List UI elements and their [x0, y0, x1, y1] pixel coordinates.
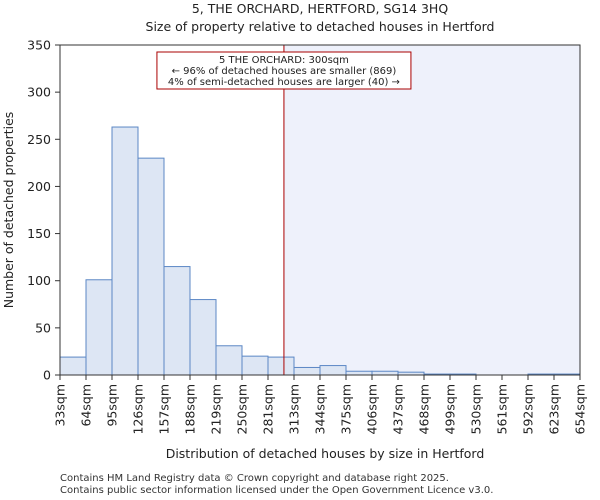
x-tick-label: 126sqm [131, 384, 146, 434]
x-tick-label: 250sqm [235, 384, 250, 434]
y-tick-label: 300 [27, 85, 51, 100]
x-tick-label: 281sqm [261, 384, 276, 434]
y-tick-label: 350 [27, 38, 51, 53]
bar-250sqm [241, 355, 269, 376]
bar-126sqm [137, 157, 165, 376]
y-tick-label: 0 [43, 368, 51, 383]
bar-33sqm [59, 356, 87, 376]
y-tick-label: 50 [35, 320, 51, 335]
y-tick-label: 250 [27, 132, 51, 147]
bar-344sqm [319, 365, 347, 376]
x-tick-label: 33sqm [53, 384, 68, 427]
x-tick-label: 344sqm [313, 384, 328, 434]
x-tick-label: 157sqm [157, 384, 172, 434]
x-tick-label: 561sqm [495, 384, 510, 434]
bar-313sqm [293, 366, 321, 376]
chart-title: 5, THE ORCHARD, HERTFORD, SG14 3HQ [192, 1, 448, 16]
x-tick-label: 313sqm [287, 384, 302, 434]
annotation-border [156, 51, 412, 90]
annotation-line-2: ← 96% of detached houses are smaller (86… [172, 66, 397, 77]
chart-subtitle: Size of property relative to detached ho… [146, 19, 495, 34]
x-tick-label: 188sqm [183, 384, 198, 434]
annotation-line-3: 4% of semi-detached houses are larger (4… [168, 77, 400, 88]
x-axis-label: Distribution of detached houses by size … [166, 446, 485, 461]
bars-group [59, 126, 581, 376]
y-axis-label: Number of detached properties [1, 112, 16, 309]
footer-line-1: Contains HM Land Registry data © Crown c… [60, 473, 449, 484]
bar-406sqm [371, 370, 399, 376]
x-tick-label: 468sqm [417, 384, 432, 434]
x-tick-label: 623sqm [547, 384, 562, 434]
bar-375sqm [345, 370, 373, 376]
x-tick-label: 219sqm [209, 384, 224, 434]
x-tick-label: 64sqm [79, 384, 94, 427]
y-tick-label: 200 [27, 179, 51, 194]
bar-219sqm [215, 345, 243, 376]
bar-281sqm [267, 356, 295, 376]
x-tick-label: 592sqm [521, 384, 536, 434]
footer-line-2: Contains public sector information licen… [60, 485, 494, 496]
y-tick-label: 100 [27, 273, 51, 288]
x-tick-label: 95sqm [105, 384, 120, 427]
larger-region-highlight [283, 45, 580, 375]
x-tick-label: 530sqm [469, 384, 484, 434]
y-tick-label: 150 [27, 226, 51, 241]
x-tick-label: 499sqm [443, 384, 458, 434]
annotation-line-1: 5 THE ORCHARD: 300sqm [219, 55, 349, 66]
bar-157sqm [163, 266, 191, 376]
annotation-box: 5 THE ORCHARD: 300sqm ← 96% of detached … [156, 51, 412, 90]
x-tick-label: 375sqm [339, 384, 354, 434]
y-axis: 0 50 100 150 200 250 300 350 [27, 38, 60, 383]
x-tick-label: 654sqm [573, 384, 588, 434]
x-tick-label: 406sqm [365, 384, 380, 434]
bar-188sqm [189, 299, 217, 376]
bar-64sqm [85, 279, 113, 376]
x-axis: 33sqm 64sqm 95sqm 126sqm 157sqm 188sqm 219sqm 2… [53, 375, 588, 434]
x-tick-label: 437sqm [391, 384, 406, 434]
bar-95sqm [111, 126, 139, 376]
